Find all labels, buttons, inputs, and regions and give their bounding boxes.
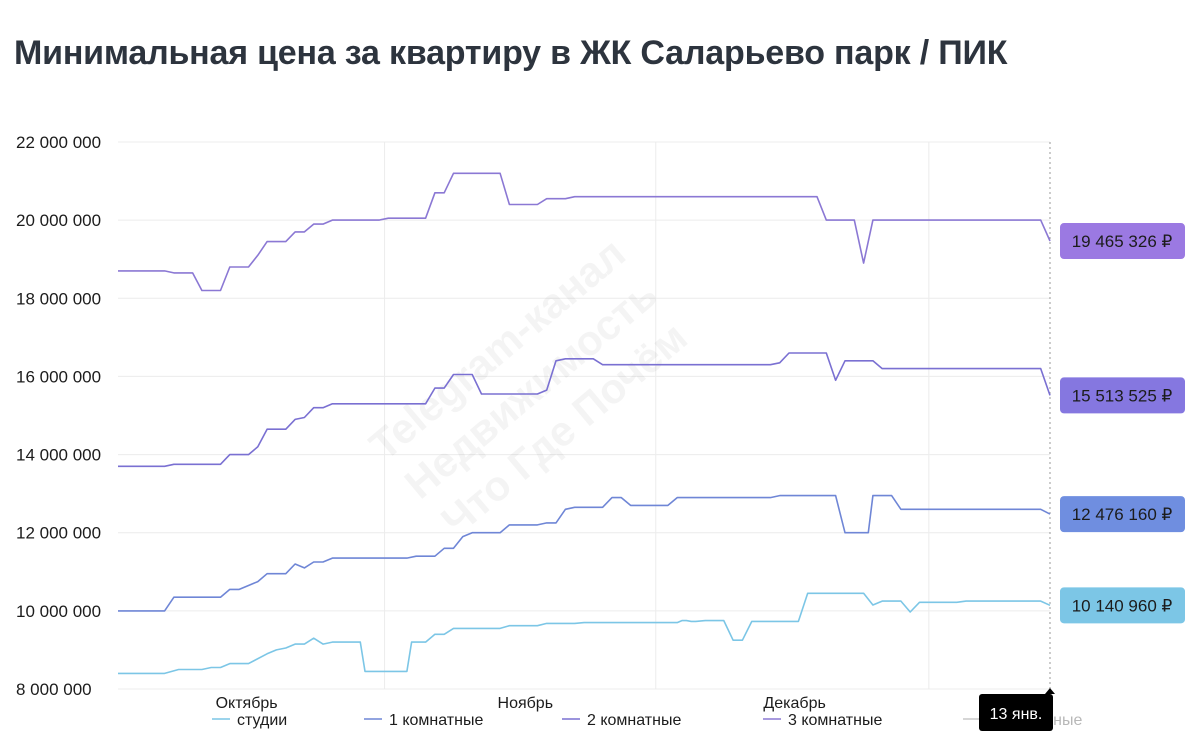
- grid-layer: [118, 141, 1051, 693]
- end-badge-room1: 12 476 160 ₽: [1060, 496, 1185, 533]
- end-badge-studio: 10 140 960 ₽: [1060, 587, 1185, 624]
- legend-label: 3 комнатные: [788, 712, 882, 729]
- y-tick-label: 22 000 000: [16, 133, 101, 152]
- tooltip-date: 13 янв.: [990, 706, 1043, 723]
- y-tick-label: 12 000 000: [16, 524, 101, 543]
- x-axis-ticks: Октябрь Ноябрь Декабрь: [216, 695, 826, 712]
- legend-item[interactable]: 2 комнатные: [562, 712, 681, 729]
- end-badge-label: 15 513 525 ₽: [1072, 386, 1173, 405]
- end-badge-label: 10 140 960 ₽: [1072, 596, 1173, 615]
- legend-label: студии: [237, 712, 287, 729]
- y-tick-label: 18 000 000: [16, 289, 101, 308]
- legend-label: 1 комнатные: [389, 712, 483, 729]
- x-tick-label: Октябрь: [216, 695, 278, 712]
- x-tick-label: Декабрь: [763, 695, 825, 712]
- end-badge-bg: [1060, 496, 1185, 533]
- series-line-room2: [118, 352, 1051, 468]
- series-line-studio: [118, 592, 1051, 675]
- y-axis-ticks: 8 000 000 10 000 000 12 000 000 14 000 000 1…: [16, 133, 101, 699]
- x-tick-label: Ноябрь: [498, 695, 554, 712]
- legend-item[interactable]: студии: [212, 712, 287, 729]
- end-badge-bg: [1060, 587, 1185, 624]
- tooltip-bg: [979, 694, 1053, 731]
- chart-title: Минимальная цена за квартиру в ЖК Саларь…: [14, 34, 1008, 72]
- series-layer: [118, 172, 1051, 675]
- end-badge-room3: 19 465 326 ₽: [1060, 223, 1185, 260]
- y-tick-label: 14 000 000: [16, 446, 101, 465]
- end-badge-bg: [1060, 223, 1185, 260]
- tooltip-arrow: [1045, 688, 1055, 694]
- legend-item[interactable]: 1 комнатные: [364, 712, 483, 729]
- legend-label: 2 комнатные: [587, 712, 681, 729]
- y-tick-label: 8 000 000: [16, 680, 92, 699]
- date-tooltip: 13 янв.: [979, 688, 1055, 731]
- end-badge-bg: [1060, 377, 1185, 414]
- series-line-room3: [118, 172, 1051, 292]
- end-badge-label: 19 465 326 ₽: [1072, 232, 1173, 251]
- y-tick-label: 10 000 000: [16, 602, 101, 621]
- y-tick-label: 16 000 000: [16, 367, 101, 386]
- end-badge-label: 12 476 160 ₽: [1072, 505, 1173, 524]
- series-line-room1: [118, 494, 1051, 612]
- legend-item[interactable]: 3 комнатные: [763, 712, 882, 729]
- end-value-badges: 10 140 960 ₽ 12 476 160 ₽ 15 513 525 ₽ 19 4…: [1060, 223, 1185, 624]
- end-badge-room2: 15 513 525 ₽: [1060, 377, 1185, 414]
- y-tick-label: 20 000 000: [16, 211, 101, 230]
